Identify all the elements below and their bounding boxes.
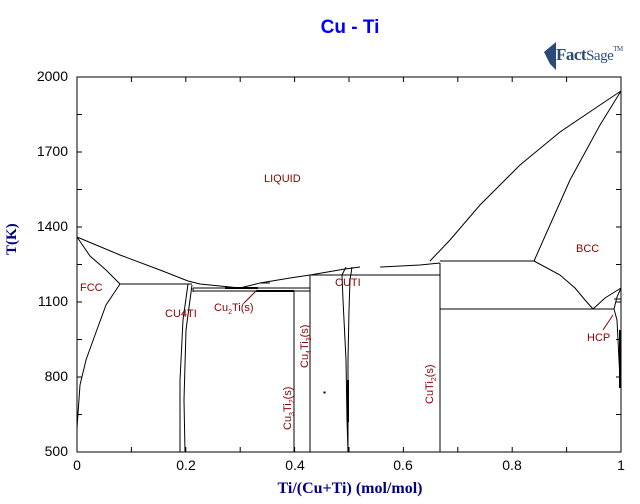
phase-label-cu3ti2: Cu3Ti2(s) — [282, 386, 297, 430]
phase-label-cu4ti: CU4TI — [165, 308, 197, 320]
phase-label-hcp: HCP — [587, 332, 611, 344]
phase-label-cuti2: CuTi2(s) — [424, 364, 439, 404]
x-tick-0.4: 0.4 — [285, 457, 305, 473]
phase-label-fcc: FCC — [80, 282, 103, 294]
x-tick-1: 1 — [617, 457, 625, 473]
logo-tm: TM — [613, 45, 623, 53]
phase-label-cuti: CUTI — [335, 277, 361, 289]
y-tick-1400: 1400 — [36, 218, 68, 234]
phase-label-liquid: LIQUID — [264, 173, 301, 185]
y-tick-2000: 2000 — [36, 68, 68, 84]
x-tick-0.6: 0.6 — [393, 457, 413, 473]
y-tick-1100: 1100 — [37, 293, 68, 309]
phase-label-cu2ti: Cu2Ti(s) — [214, 302, 254, 317]
x-ticks — [130, 77, 568, 452]
x-tick-0.2: 0.2 — [176, 457, 196, 473]
x-tick-0.8: 0.8 — [502, 457, 522, 473]
x-axis-label: Ti/(Cu+Ti) (mol/mol) — [277, 480, 423, 497]
y-tick-800: 800 — [44, 368, 68, 384]
factsage-logo-icon — [544, 42, 556, 70]
y-tick-500: 500 — [44, 443, 68, 459]
x-tick-0: 0 — [73, 457, 81, 473]
y-tick-1700: 1700 — [36, 143, 68, 159]
logo-fact: Fact — [556, 45, 587, 64]
phase-label-bcc: BCC — [576, 243, 600, 255]
chart-title: Cu - Ti — [320, 17, 380, 38]
logo-sage: Sage — [586, 48, 614, 64]
phase-label-cu4ti3: Cu4Ti3(s) — [299, 324, 314, 368]
y-ticks — [77, 114, 621, 415]
